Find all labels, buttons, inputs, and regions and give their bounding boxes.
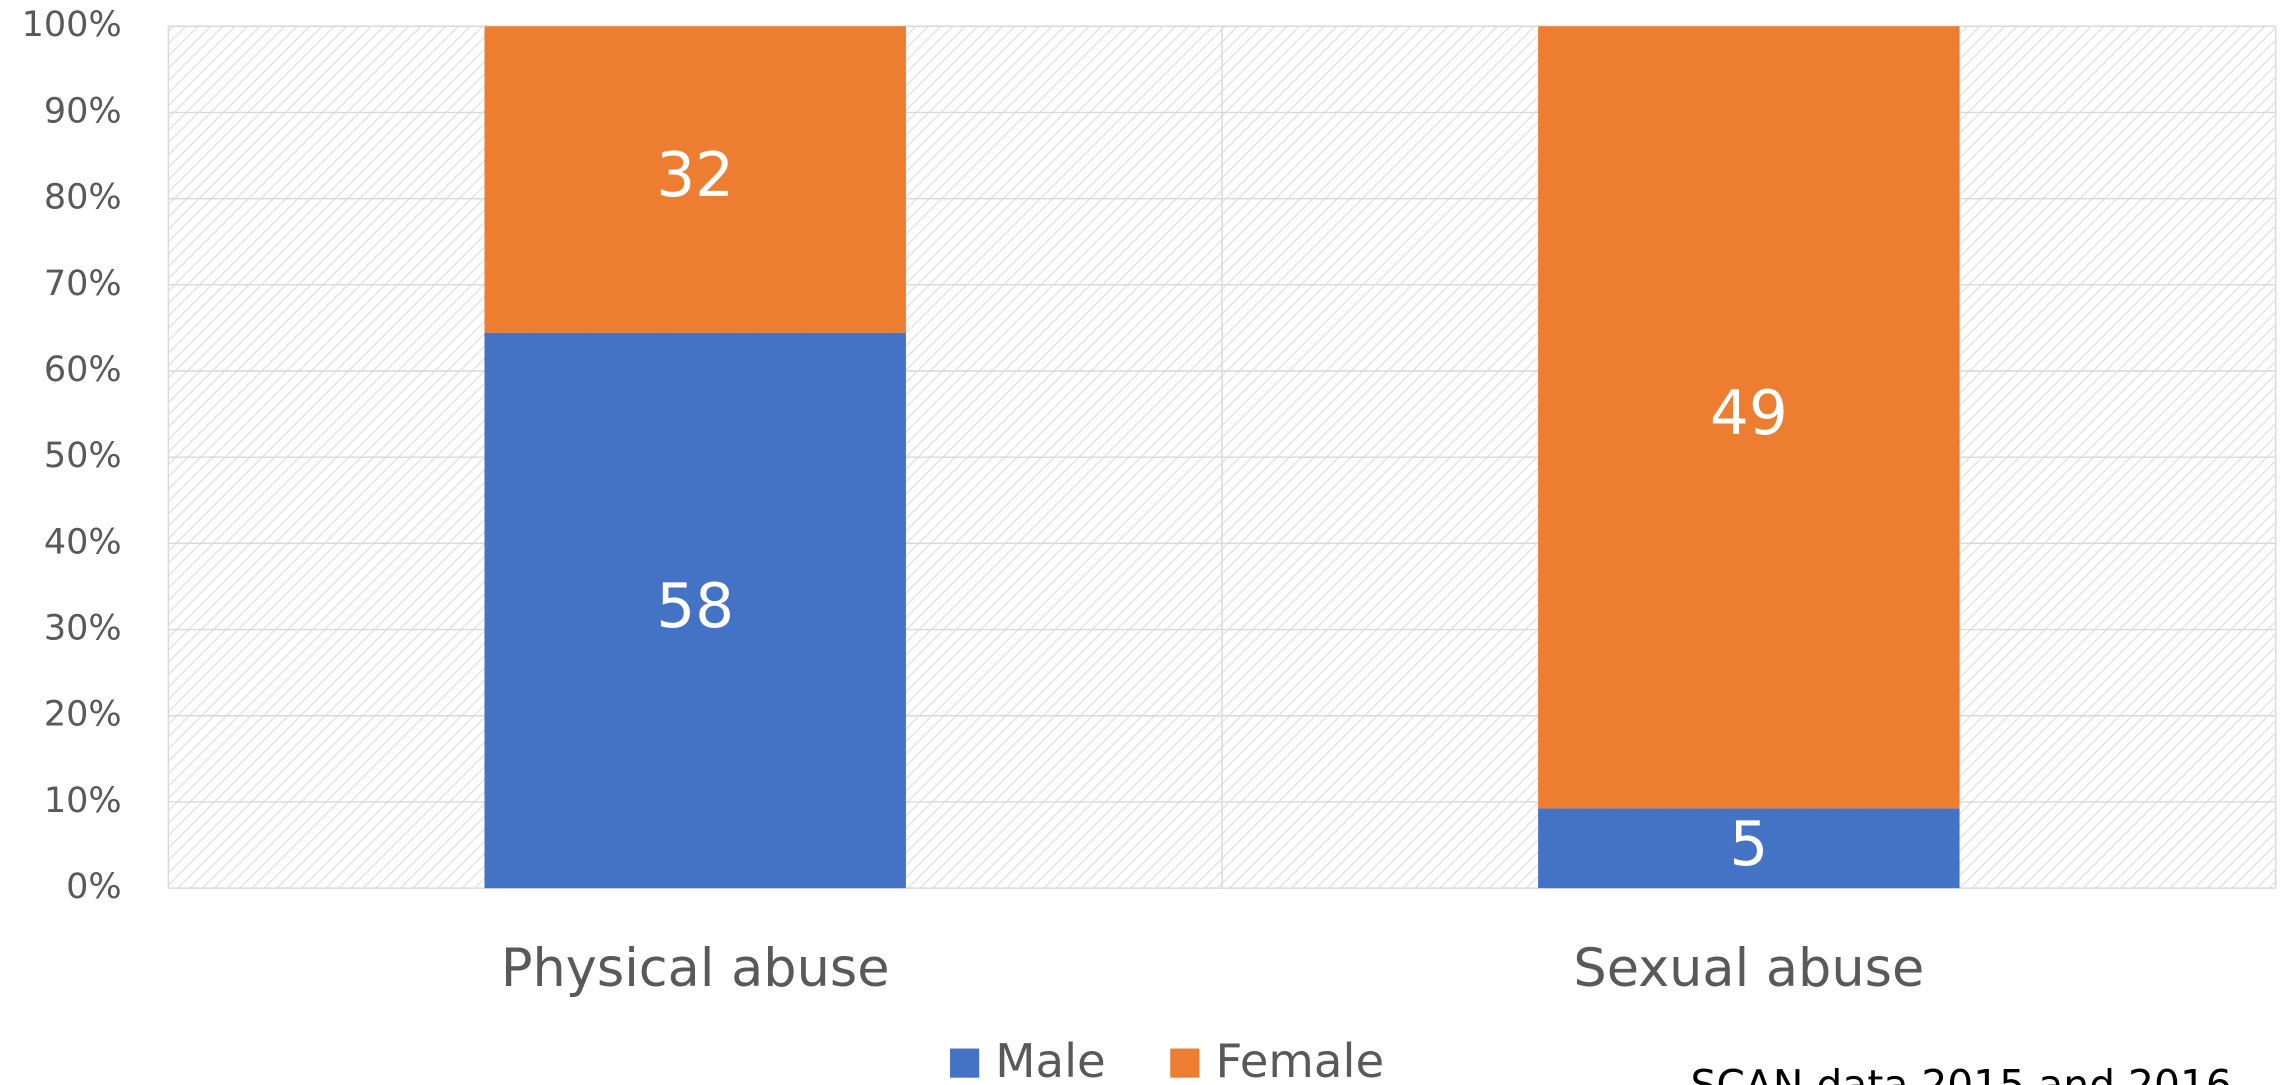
data-label: 49	[1710, 378, 1788, 449]
y-tick-label: 70%	[44, 264, 122, 304]
legend-swatch	[1170, 1048, 1200, 1078]
x-tick-label: Sexual abuse	[1573, 938, 1924, 999]
bar-segment	[1538, 808, 1960, 889]
bar-segment	[1538, 26, 1960, 809]
legend-swatch	[950, 1048, 980, 1078]
bar-segment	[484, 332, 906, 889]
y-tick-label: 50%	[44, 436, 122, 476]
y-tick-label: 40%	[44, 522, 122, 562]
y-tick-label: 100%	[22, 5, 122, 45]
source-note: SCAN data 2015 and 2016	[1691, 1061, 2232, 1085]
y-tick-label: 80%	[44, 178, 122, 218]
legend-label: Female	[1215, 1035, 1384, 1085]
y-tick-label: 90%	[44, 91, 122, 131]
bar-segment	[484, 26, 906, 333]
data-label: 58	[656, 571, 734, 642]
legend-label: Male	[995, 1035, 1106, 1085]
y-tick-label: 20%	[44, 695, 122, 735]
x-tick-label: Physical abuse	[501, 938, 890, 999]
y-tick-label: 0%	[66, 867, 122, 907]
data-label: 5	[1729, 809, 1768, 880]
data-label: 32	[656, 140, 734, 211]
y-tick-label: 10%	[44, 781, 122, 821]
y-tick-label: 60%	[44, 350, 122, 390]
y-tick-label: 30%	[44, 609, 122, 649]
